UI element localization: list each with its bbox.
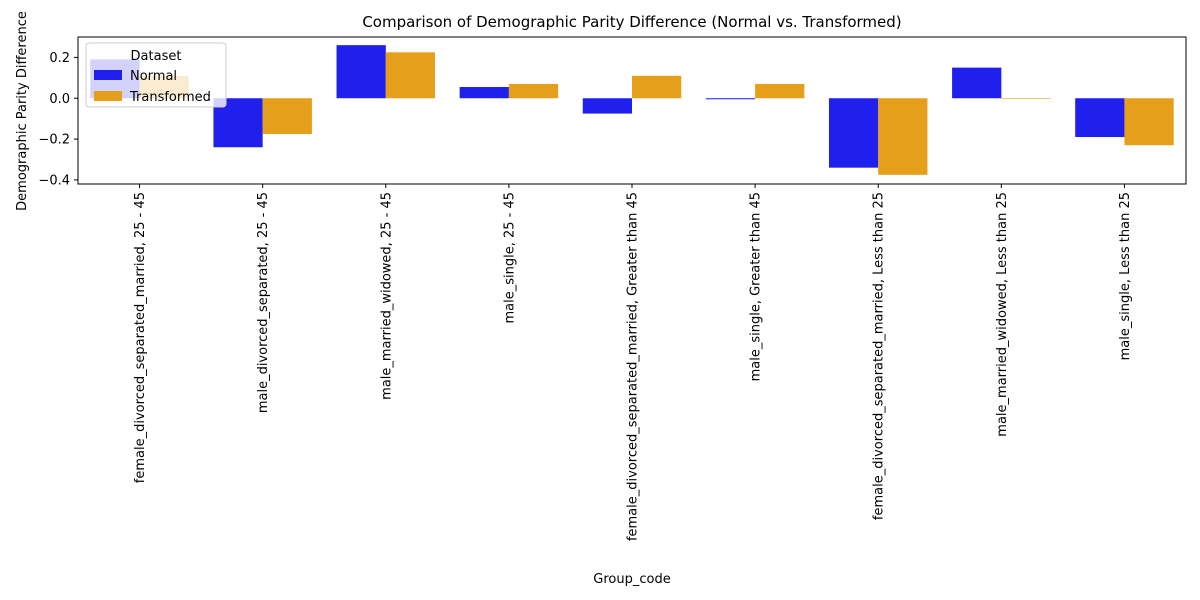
bar-normal-2 [336, 45, 386, 99]
bar-normal-5 [705, 98, 756, 100]
bar-normal-3 [459, 87, 509, 99]
bar-transformed-5 [755, 83, 805, 99]
bar-transformed-1 [262, 98, 312, 134]
x-tick-label: male_married_widowed, Less than 25 [995, 192, 1010, 437]
axes-layer: −0.4 −0.2 0.0 0.2 female_divorced_separated_… [38, 36, 1187, 541]
bar-normal-7 [952, 67, 1002, 99]
x-tick-label: male_single, Greater than 45 [749, 192, 764, 381]
bar-normal-6 [828, 98, 879, 168]
legend-title: Dataset [131, 49, 182, 64]
chart-title: Comparison of Demographic Parity Differe… [362, 13, 901, 31]
bar-transformed-3 [508, 83, 559, 99]
legend-label-normal: Normal [130, 69, 177, 84]
x-tick-label: male_divorced_separated, 25 - 45 [256, 192, 271, 413]
legend: Dataset Normal Transformed [85, 42, 227, 108]
x-tick-label: male_married_widowed, 25 - 45 [379, 192, 394, 400]
x-tick-label: female_divorced_separated_married, Less … [872, 192, 887, 520]
bar-transformed-7 [1001, 98, 1051, 99]
x-tick-label: male_single, Less than 25 [1118, 192, 1133, 360]
x-tick-label: female_divorced_separated_married, 25 - … [133, 192, 148, 483]
bar-transformed-4 [632, 75, 682, 99]
y-tick-label: −0.2 [38, 133, 70, 148]
bar-normal-8 [1075, 98, 1125, 138]
x-tick-label: female_divorced_separated_married, Great… [626, 192, 641, 541]
x-axis-label: Group_code [593, 572, 670, 587]
legend-label-transformed: Transformed [129, 90, 211, 105]
bar-normal-4 [582, 98, 632, 114]
legend-swatch-transformed [94, 91, 122, 101]
legend-swatch-normal [94, 70, 122, 80]
bar-transformed-6 [878, 98, 928, 175]
y-axis-label: Demographic Parity Difference [15, 11, 30, 211]
y-tick-label: 0.0 [49, 92, 70, 107]
bar-transformed-2 [385, 52, 436, 99]
y-tick-label: 0.2 [49, 51, 70, 66]
x-tick-label: male_single, 25 - 45 [502, 192, 517, 324]
bars-layer [90, 45, 1174, 175]
bar-transformed-8 [1124, 98, 1174, 146]
y-tick-label: −0.4 [38, 173, 70, 188]
